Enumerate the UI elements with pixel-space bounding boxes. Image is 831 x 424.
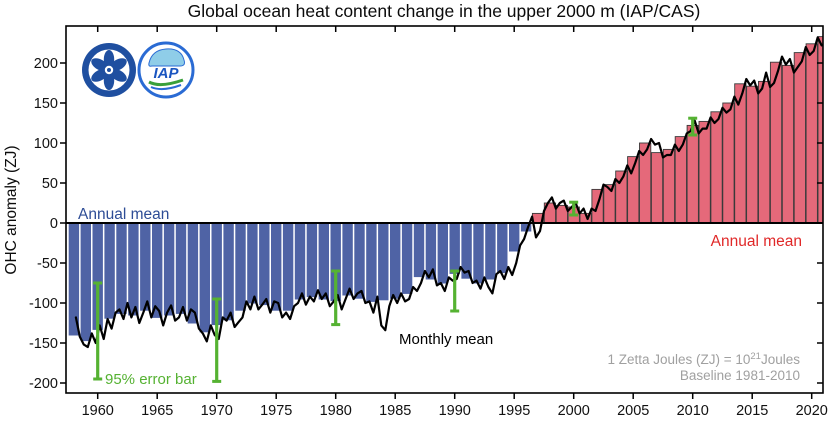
annual-mean-left-label: Annual mean <box>78 206 169 223</box>
bar-1980 <box>330 223 341 302</box>
x-tick-1965: 1965 <box>141 403 173 419</box>
bar-1969 <box>199 223 210 333</box>
x-tick-2015: 2015 <box>736 403 768 419</box>
bar-1977 <box>294 223 306 300</box>
bar-1984 <box>378 223 389 301</box>
bar-1995 <box>509 223 520 252</box>
bar-1973 <box>247 223 258 304</box>
bar-1976 <box>282 223 294 311</box>
cas-logo-icon <box>82 43 136 97</box>
bar-2008 <box>662 148 676 224</box>
x-tick-1960: 1960 <box>82 403 114 419</box>
iap-logo-text: IAP <box>153 65 179 82</box>
bar-1975 <box>271 223 282 311</box>
y-tick--200: -200 <box>29 376 58 392</box>
bar-1967 <box>175 223 187 314</box>
bar-1961 <box>104 223 115 319</box>
x-tick-2005: 2005 <box>617 403 649 419</box>
bar-1989 <box>437 223 448 284</box>
y-tick-50: 50 <box>42 176 58 192</box>
bar-1959 <box>80 223 91 342</box>
bar-1962 <box>116 223 127 314</box>
bar-2015 <box>746 85 759 224</box>
annual-mean-right-label: Annual mean <box>711 233 802 250</box>
bar-2010 <box>686 124 699 224</box>
x-tick-1975: 1975 <box>260 403 292 419</box>
bar-1988 <box>425 223 437 280</box>
bar-1985 <box>390 223 401 299</box>
bar-1958 <box>68 223 80 336</box>
x-tick-2000: 2000 <box>558 403 590 419</box>
y-tick-0: 0 <box>50 216 58 232</box>
error-bars <box>93 116 698 383</box>
bar-1979 <box>318 223 329 300</box>
y-axis-label: OHC anomaly (ZJ) <box>3 145 20 274</box>
bar-2021 <box>817 36 823 224</box>
bar-1993 <box>485 223 496 280</box>
bar-2019 <box>793 52 806 224</box>
axes: 1960 1965 1970 1975 1980 1985 1990 1995 2000 2005… <box>29 25 828 419</box>
bar-2012 <box>710 111 723 224</box>
bar-1965 <box>152 223 163 318</box>
y-tick--150: -150 <box>29 336 58 352</box>
bar-1982 <box>354 223 365 299</box>
y-tick--50: -50 <box>37 256 58 272</box>
bar-1978 <box>306 223 318 298</box>
bar-1964 <box>140 223 151 311</box>
y-tick--100: -100 <box>29 296 58 312</box>
bar-2020 <box>805 43 818 224</box>
bar-1990 <box>449 223 460 274</box>
x-tick-1970: 1970 <box>201 403 233 419</box>
bar-2011 <box>698 120 711 224</box>
bar-1971 <box>223 223 234 321</box>
y-tick-200: 200 <box>34 56 58 72</box>
bar-2016 <box>758 80 771 224</box>
x-tick-1990: 1990 <box>439 403 471 419</box>
error-bar-label: 95% error bar <box>105 371 197 388</box>
bar-1966 <box>163 223 175 316</box>
bar-1991 <box>461 223 472 279</box>
bar-2013 <box>722 102 735 224</box>
x-tick-1980: 1980 <box>320 403 352 419</box>
y-tick-100: 100 <box>34 136 58 152</box>
x-tick-2020: 2020 <box>796 403 828 419</box>
bar-1963 <box>128 223 139 316</box>
y-tick-150: 150 <box>34 96 58 112</box>
bar-1987 <box>413 223 425 278</box>
bar-1981 <box>342 223 353 296</box>
x-tick-2010: 2010 <box>677 403 709 419</box>
baseline-note: Baseline 1981-2010 <box>680 368 800 383</box>
iap-logo-icon: IAP <box>137 41 195 99</box>
bar-1992 <box>473 223 484 284</box>
x-tick-1985: 1985 <box>379 403 411 419</box>
bar-1994 <box>497 223 508 274</box>
chart-title: Global ocean heat content change in the … <box>188 1 701 21</box>
bar-1970 <box>211 223 222 326</box>
bar-1972 <box>235 223 246 311</box>
bar-1974 <box>259 223 270 306</box>
monthly-mean-label: Monthly mean <box>399 331 493 348</box>
unit-note: 1 Zetta Joules (ZJ) = 1021Joules <box>607 351 800 367</box>
bar-2018 <box>781 64 795 224</box>
bar-1996 <box>520 223 532 232</box>
bar-2014 <box>734 83 747 224</box>
bar-1983 <box>366 223 377 302</box>
bar-1968 <box>187 223 199 324</box>
bar-2006 <box>639 142 652 224</box>
x-tick-1995: 1995 <box>498 403 530 419</box>
bar-1960 <box>92 223 103 330</box>
bar-1986 <box>401 223 413 294</box>
bar-2007 <box>650 152 664 224</box>
